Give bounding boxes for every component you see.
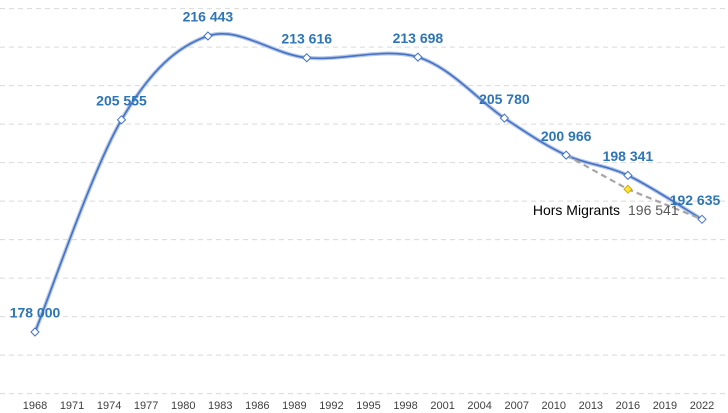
- x-tick-label: 2013: [579, 400, 603, 412]
- x-tick-label: 1992: [319, 400, 343, 412]
- marker: [203, 31, 213, 41]
- x-tick-label: 1989: [282, 400, 306, 412]
- line: [34, 33, 703, 333]
- x-tick-label: 1998: [393, 400, 417, 412]
- marker: [623, 184, 633, 194]
- x-tick-label: 2007: [504, 400, 528, 412]
- x-tick-label: 2019: [653, 400, 677, 412]
- x-tick-label: 1974: [97, 400, 121, 412]
- x-tick-label: 1977: [134, 400, 158, 412]
- x-tick-label: 2022: [690, 400, 714, 412]
- value-label: 205 780: [479, 91, 530, 107]
- x-tick-label: 1968: [23, 400, 47, 412]
- marker: [623, 170, 633, 181]
- marker: [499, 113, 510, 123]
- x-tick-label: 1986: [245, 400, 269, 412]
- series-name: Hors Migrants: [533, 202, 620, 218]
- value-label: 205 555: [96, 93, 147, 109]
- marker: [30, 327, 40, 337]
- value-label: 178 000: [10, 305, 61, 321]
- x-tick-label: 1983: [208, 400, 232, 412]
- x-tick-label: 2010: [542, 400, 566, 412]
- value-label: 192 635: [670, 192, 721, 208]
- value-label: 196 541: [628, 202, 679, 218]
- value-label: 198 341: [603, 148, 654, 164]
- x-tick-label: 2004: [467, 400, 491, 412]
- x-tick-label: 1995: [356, 400, 380, 412]
- line-halo: [33, 31, 704, 333]
- value-label: 213 698: [393, 30, 444, 46]
- marker: [561, 150, 571, 160]
- marker: [697, 214, 707, 225]
- value-label: 213 616: [281, 30, 332, 46]
- x-tick-label: 1980: [171, 400, 195, 412]
- marker: [413, 52, 423, 62]
- x-tick-label: 2001: [430, 400, 454, 412]
- marker: [116, 115, 127, 125]
- value-label: 200 966: [541, 128, 592, 144]
- value-label: 216 443: [183, 9, 234, 25]
- x-tick-label: 2016: [616, 400, 640, 412]
- x-tick-label: 1971: [60, 400, 84, 412]
- marker: [302, 53, 312, 63]
